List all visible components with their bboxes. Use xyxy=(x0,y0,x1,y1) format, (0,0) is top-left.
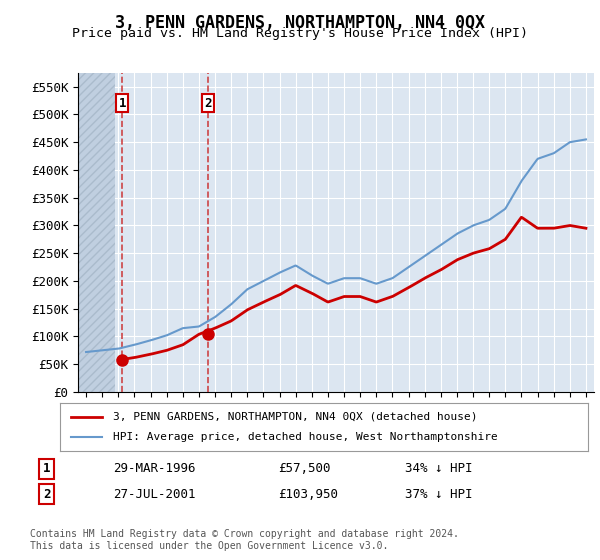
Bar xyxy=(78,73,115,392)
Text: 3, PENN GARDENS, NORTHAMPTON, NN4 0QX: 3, PENN GARDENS, NORTHAMPTON, NN4 0QX xyxy=(115,14,485,32)
Text: 2: 2 xyxy=(205,97,212,110)
Text: 1: 1 xyxy=(43,463,50,475)
Text: £103,950: £103,950 xyxy=(278,488,338,501)
Text: 37% ↓ HPI: 37% ↓ HPI xyxy=(406,488,473,501)
Text: £57,500: £57,500 xyxy=(278,463,331,475)
Text: HPI: Average price, detached house, West Northamptonshire: HPI: Average price, detached house, West… xyxy=(113,432,497,442)
Text: 3, PENN GARDENS, NORTHAMPTON, NN4 0QX (detached house): 3, PENN GARDENS, NORTHAMPTON, NN4 0QX (d… xyxy=(113,412,478,422)
Text: 1: 1 xyxy=(118,97,126,110)
Text: Contains HM Land Registry data © Crown copyright and database right 2024.
This d: Contains HM Land Registry data © Crown c… xyxy=(30,529,459,551)
Text: 27-JUL-2001: 27-JUL-2001 xyxy=(113,488,196,501)
Text: 34% ↓ HPI: 34% ↓ HPI xyxy=(406,463,473,475)
Text: 29-MAR-1996: 29-MAR-1996 xyxy=(113,463,196,475)
Text: 2: 2 xyxy=(43,488,50,501)
Text: Price paid vs. HM Land Registry's House Price Index (HPI): Price paid vs. HM Land Registry's House … xyxy=(72,27,528,40)
